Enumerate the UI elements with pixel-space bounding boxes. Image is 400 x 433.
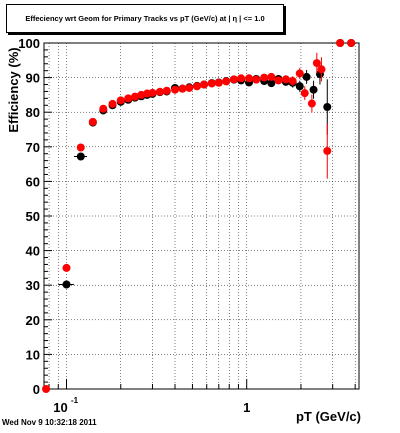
data-point <box>323 146 332 155</box>
data-point <box>148 88 157 97</box>
y-tick-label: 10 <box>26 347 40 362</box>
data-point <box>237 74 246 83</box>
y-tick-labels: 0 10 20 30 40 50 60 70 80 90 100 <box>18 36 40 397</box>
data-point <box>155 87 164 96</box>
data-point <box>124 94 133 103</box>
data-point <box>193 82 202 91</box>
data-point <box>207 79 216 88</box>
data-point <box>307 99 316 108</box>
data-point <box>185 83 194 92</box>
y-tick-label: 0 <box>33 382 40 397</box>
data-point <box>267 72 276 81</box>
data-point <box>295 69 304 78</box>
y-tick-label: 70 <box>26 140 40 155</box>
data-point <box>62 280 71 289</box>
data-point <box>131 92 140 101</box>
data-point <box>347 39 356 47</box>
data-point <box>252 75 261 84</box>
data-point <box>302 72 311 81</box>
x-tick-label: 1 <box>243 400 250 415</box>
y-tick-label: 100 <box>18 36 40 51</box>
x-axis-label: pT (GeV/c) <box>296 409 361 424</box>
data-point <box>317 65 326 74</box>
data-point <box>222 77 231 86</box>
y-tick-label: 40 <box>26 244 40 259</box>
title-box: Effeciency wrt Geom for Primary Tracks v… <box>6 4 284 33</box>
y-tick-label: 90 <box>26 71 40 86</box>
data-point <box>62 263 71 272</box>
data-point <box>288 77 297 86</box>
data-point <box>76 152 85 161</box>
data-point <box>99 104 108 113</box>
data-point <box>162 86 171 95</box>
data-point <box>76 143 85 152</box>
data-point <box>336 39 345 47</box>
series-red <box>42 39 356 393</box>
y-tick-label: 30 <box>26 278 40 293</box>
data-series <box>42 39 356 393</box>
data-point <box>214 78 223 87</box>
chart-title: Effeciency wrt Geom for Primary Tracks v… <box>25 14 265 23</box>
data-point <box>245 74 254 83</box>
data-point <box>88 117 97 126</box>
data-point <box>267 79 276 88</box>
data-point <box>312 59 321 68</box>
data-point <box>42 385 51 393</box>
data-point <box>260 73 269 82</box>
data-point <box>274 76 283 85</box>
x-tick-labels: 10 -1 1 <box>53 396 250 415</box>
data-point <box>309 85 318 94</box>
y-tick-label: 20 <box>26 313 40 328</box>
x-tick-label-exponent: -1 <box>71 396 79 405</box>
y-tick-label: 80 <box>26 105 40 120</box>
data-point <box>116 96 125 105</box>
data-point <box>108 99 117 108</box>
timestamp: Wed Nov 9 10:32:18 2011 <box>2 418 97 427</box>
axis-ticks <box>44 42 356 390</box>
y-tick-label: 50 <box>26 209 40 224</box>
data-point <box>178 84 187 93</box>
data-point <box>229 75 238 84</box>
x-tick-label: 10 <box>53 400 67 415</box>
data-point <box>170 85 179 94</box>
y-tick-label: 60 <box>26 174 40 189</box>
data-point <box>200 80 209 89</box>
y-axis-label: Efficiency (%) <box>6 47 21 132</box>
data-point <box>281 75 290 84</box>
data-point <box>300 89 309 98</box>
data-point <box>295 82 304 91</box>
data-point <box>323 103 332 112</box>
